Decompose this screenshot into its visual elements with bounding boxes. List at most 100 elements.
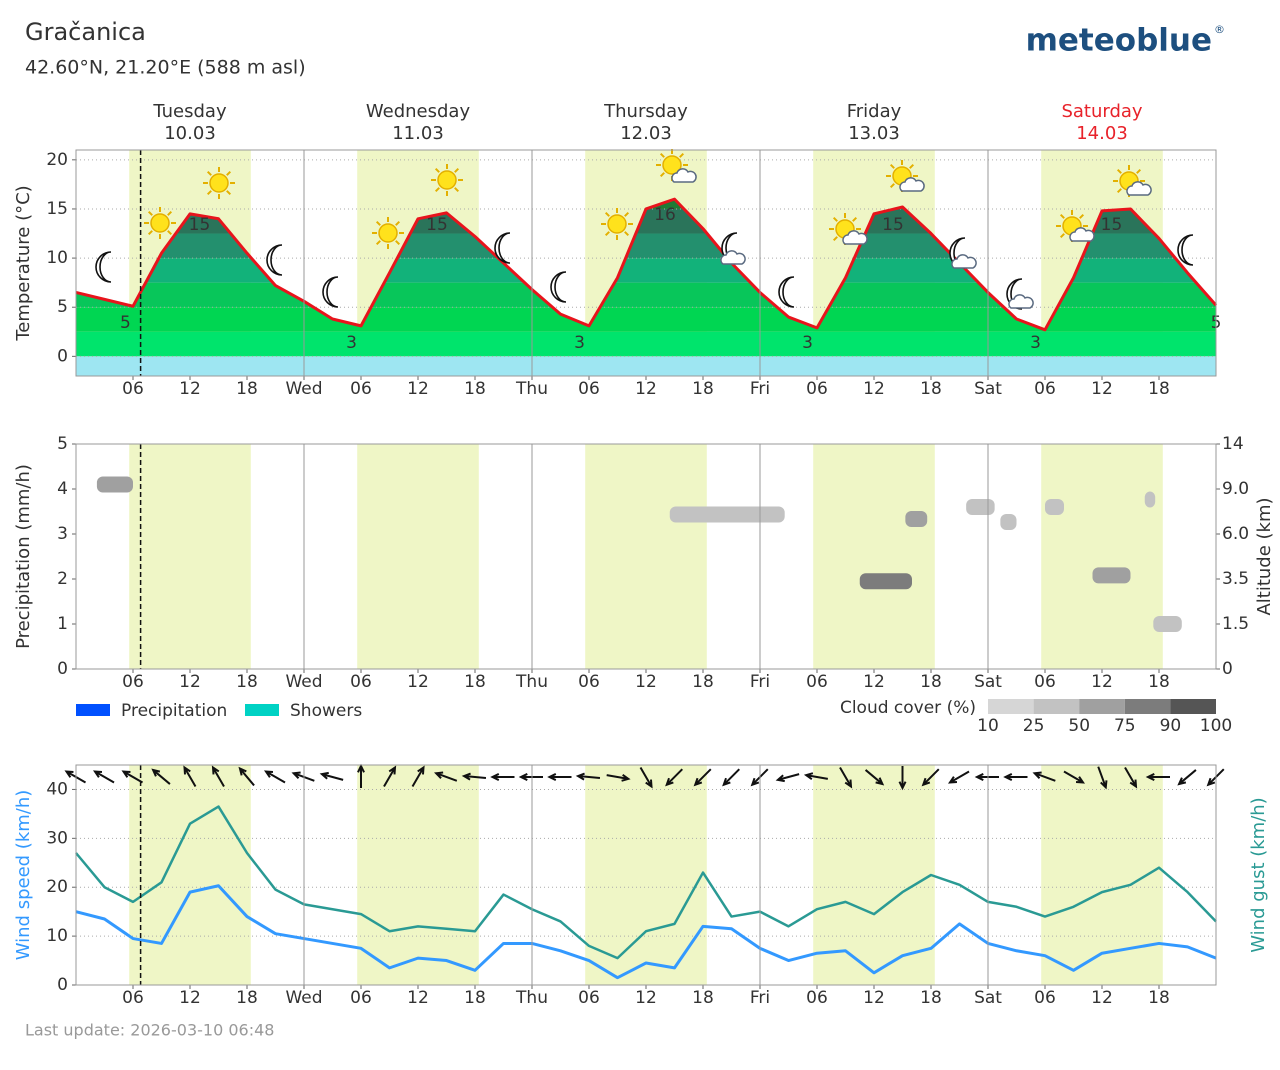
sun-ray bbox=[167, 210, 173, 216]
sun-ray bbox=[454, 187, 460, 193]
y-tick-label: 10 bbox=[46, 248, 68, 268]
sun-ray bbox=[659, 172, 665, 178]
wind-arrow bbox=[383, 765, 397, 788]
temperature-line bbox=[75, 197, 1218, 332]
x-tick-label: 06 bbox=[806, 379, 828, 399]
cloud-legend-swatch bbox=[1079, 699, 1125, 714]
sun-ray bbox=[1059, 213, 1065, 219]
wind-arrow bbox=[1145, 773, 1170, 781]
y2-tick-label: 1.5 bbox=[1222, 614, 1249, 634]
x-tick-label: 06 bbox=[350, 988, 372, 1008]
x-tick-label: 18 bbox=[920, 988, 942, 1008]
x-tick-label: 18 bbox=[236, 379, 258, 399]
y-tick-label: 0 bbox=[57, 975, 68, 995]
legend-label: Showers bbox=[290, 701, 362, 721]
wind-arrow bbox=[639, 766, 653, 789]
wind-arrow bbox=[1003, 773, 1028, 781]
x-tick-label: Sat bbox=[974, 672, 1002, 692]
y-tick-label: 2 bbox=[57, 569, 68, 589]
extreme-label: 15 bbox=[426, 215, 448, 235]
wind-arrow bbox=[319, 771, 344, 781]
wind-arrow bbox=[947, 770, 970, 784]
panel-frame bbox=[75, 764, 1217, 986]
wind-arrow bbox=[665, 768, 683, 787]
wind-arrow bbox=[1063, 770, 1086, 784]
location-title: Gračanica bbox=[25, 18, 146, 46]
wind-arrow bbox=[357, 763, 365, 788]
x-tick-label: 06 bbox=[122, 672, 144, 692]
y-tick-label: 5 bbox=[57, 297, 68, 317]
x-tick-label: Wed bbox=[285, 988, 322, 1008]
x-tick-label: 06 bbox=[578, 988, 600, 1008]
sun-ray bbox=[889, 183, 895, 189]
sun-ray bbox=[624, 231, 630, 237]
x-tick-label: 12 bbox=[179, 672, 201, 692]
cloud-legend-label: 10 bbox=[977, 716, 999, 736]
wind-arrow bbox=[775, 773, 800, 783]
cloud-legend-label: 25 bbox=[1023, 716, 1045, 736]
cloud bbox=[720, 250, 746, 265]
x-tick-label: 18 bbox=[464, 672, 486, 692]
sun-ray bbox=[659, 152, 665, 158]
wind-arrow bbox=[722, 768, 740, 787]
y-tick-label: 15 bbox=[46, 199, 68, 219]
day-name: Saturday bbox=[1061, 101, 1142, 122]
wind-arrow bbox=[921, 768, 940, 787]
x-tick-label: 12 bbox=[1091, 379, 1113, 399]
cloud bbox=[842, 230, 868, 245]
sun-ray bbox=[604, 211, 610, 217]
sun-ray bbox=[889, 163, 895, 169]
cloud-legend-label: 90 bbox=[1160, 716, 1182, 736]
wind-arrow bbox=[864, 769, 885, 786]
x-tick-label: 06 bbox=[350, 672, 372, 692]
moon bbox=[95, 251, 112, 283]
y-tick-label: 0 bbox=[57, 659, 68, 679]
x-tick-label: Wed bbox=[285, 672, 322, 692]
y-tick-label: 4 bbox=[57, 479, 68, 499]
daylight-band bbox=[1041, 765, 1163, 985]
logo: meteoblue bbox=[1026, 23, 1212, 59]
legend-label: Precipitation bbox=[121, 701, 227, 721]
extreme-label: 3 bbox=[574, 333, 585, 353]
x-tick-label: 06 bbox=[578, 672, 600, 692]
sun-ray bbox=[395, 220, 401, 226]
sun-ray bbox=[434, 187, 440, 193]
moon bbox=[322, 276, 339, 308]
sun-ray bbox=[226, 170, 232, 176]
x-tick-label: 18 bbox=[1148, 379, 1170, 399]
sun-ray bbox=[167, 230, 173, 236]
y-tick-label: 0 bbox=[57, 346, 68, 366]
cloud-legend-swatch bbox=[988, 699, 1034, 714]
logo-mark: ® bbox=[1214, 23, 1225, 36]
x-tick-label: Fri bbox=[750, 672, 770, 692]
daylight-band bbox=[585, 444, 707, 669]
extreme-label: 3 bbox=[1030, 333, 1041, 353]
wind-arrow bbox=[1177, 769, 1197, 786]
x-tick-label: 06 bbox=[1034, 988, 1056, 1008]
y2-tick-label: 6.0 bbox=[1222, 524, 1249, 544]
axis-title: Wind gust (km/h) bbox=[1248, 797, 1269, 952]
sun-ray bbox=[909, 163, 915, 169]
sun-ray bbox=[375, 240, 381, 246]
wind-arrow bbox=[693, 768, 712, 787]
y2-tick-label: 14 bbox=[1222, 434, 1244, 454]
cloud-legend-label: 75 bbox=[1114, 716, 1136, 736]
cloud bbox=[1069, 227, 1095, 242]
wind-arrow bbox=[547, 773, 572, 781]
wind-arrow bbox=[238, 766, 255, 787]
x-tick-label: 18 bbox=[692, 988, 714, 1008]
cloud-patch bbox=[1144, 491, 1156, 508]
sun-ray bbox=[1136, 168, 1142, 174]
x-tick-label: 18 bbox=[692, 379, 714, 399]
coordinates: 42.60°N, 21.20°E (588 m asl) bbox=[25, 57, 306, 79]
cloud-patch bbox=[1000, 514, 1017, 530]
cloud-patch bbox=[1153, 616, 1182, 632]
x-tick-label: 18 bbox=[920, 672, 942, 692]
sun-ray bbox=[1059, 233, 1065, 239]
y2-tick-label: 0 bbox=[1222, 659, 1233, 679]
wind-arrow bbox=[1097, 766, 1108, 790]
cloud-legend-title: Cloud cover (%) bbox=[840, 698, 976, 718]
x-tick-label: Fri bbox=[750, 988, 770, 1008]
cloud bbox=[671, 168, 697, 183]
axis-title: Temperature (°C) bbox=[13, 185, 34, 341]
